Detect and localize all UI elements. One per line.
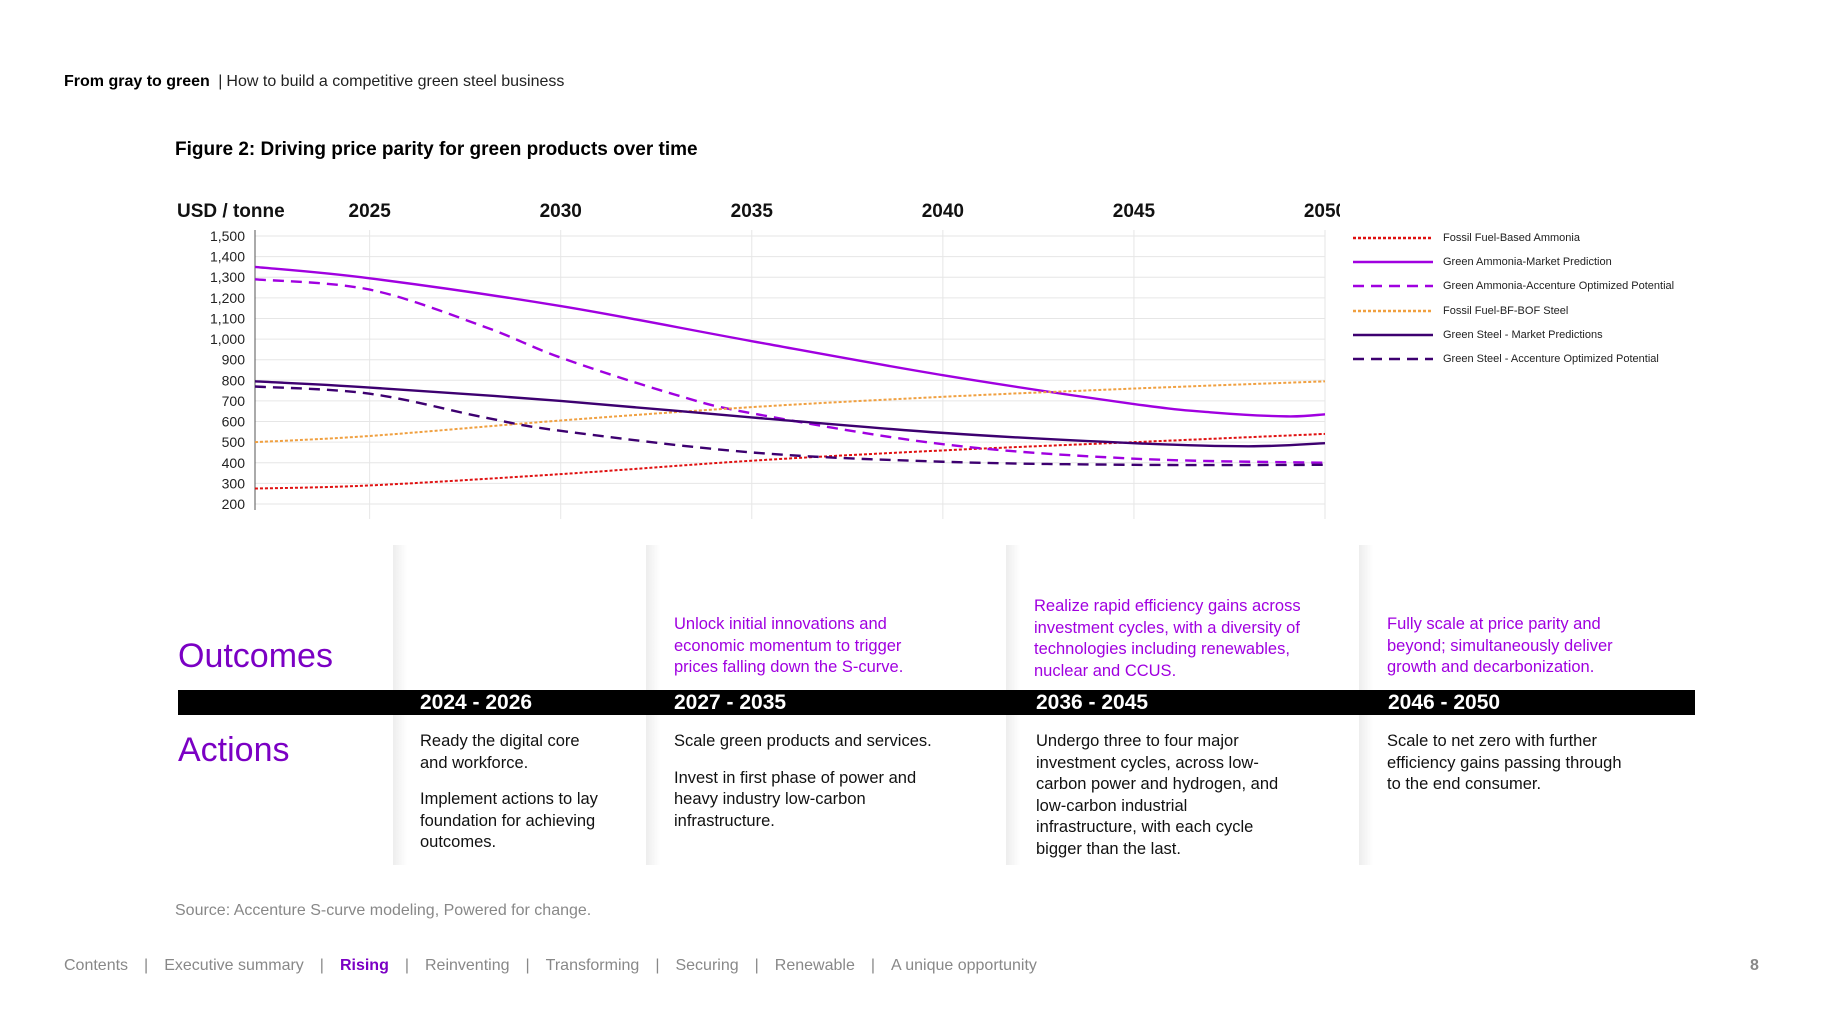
x-tick-label: 2030 — [540, 201, 582, 222]
series-line-1 — [254, 265, 1326, 418]
legend-label: Green Steel - Accenture Optimized Potent… — [1443, 353, 1659, 366]
legend-item: Green Ammonia-Accenture Optimized Potent… — [1353, 274, 1674, 298]
y-tick-label: 1,100 — [210, 310, 245, 326]
header-subtitle: How to build a competitive green steel b… — [226, 73, 565, 90]
nav-separator: | — [655, 957, 660, 974]
y-tick-label: 1,300 — [210, 269, 245, 285]
x-tick-label: 2035 — [731, 201, 774, 222]
series-line-3 — [254, 380, 1326, 444]
header: From gray to green | How to build a compe… — [64, 73, 564, 91]
legend-label: Fossil Fuel-Based Ammonia — [1443, 232, 1580, 245]
nav-rising[interactable]: Rising — [339, 957, 389, 974]
page-number: 8 — [1750, 957, 1759, 974]
series-line-4 — [254, 380, 1326, 448]
action-item: Undergo three to four major investment c… — [1036, 732, 1279, 858]
nav-separator: | — [754, 957, 759, 974]
series-line-2 — [254, 278, 1326, 464]
legend-item: Green Steel - Market Predictions — [1353, 323, 1674, 347]
y-tick-label: 600 — [222, 414, 246, 430]
legend-label: Green Ammonia-Accenture Optimized Potent… — [1443, 280, 1675, 293]
action-item: Scale green products and services. — [674, 732, 932, 750]
actions-column: Undergo three to four major investment c… — [1036, 731, 1286, 875]
y-tick-label: 900 — [222, 352, 246, 368]
nav-separator: | — [525, 957, 530, 974]
legend-swatch — [1353, 357, 1433, 361]
nav-reinventing[interactable]: Reinventing — [425, 957, 510, 974]
y-tick-label: 400 — [222, 455, 246, 471]
period-label: 2027 - 2035 — [674, 691, 787, 714]
legend-item: Fossil Fuel-BF-BOF Steel — [1353, 299, 1674, 323]
timeline-bar — [178, 690, 1695, 715]
nav-contents[interactable]: Contents — [64, 957, 129, 974]
y-tick-label: 200 — [222, 496, 246, 512]
action-item: Ready the digital core and workforce. — [420, 732, 580, 772]
footer-nav: Contents | Executive summary | Rising | Reinve… — [64, 957, 1037, 975]
figure-title: Figure 2: Driving price parity for green… — [175, 139, 698, 160]
period-label: 2024 - 2026 — [420, 691, 533, 714]
actions-column: Scale green products and services. Inves… — [674, 731, 944, 847]
source-note: Source: Accenture S-curve modeling, Powe… — [175, 902, 592, 919]
header-title: From gray to green — [64, 73, 210, 90]
nav-separator: | — [144, 957, 149, 974]
header-separator: | — [218, 73, 223, 90]
y-tick-label: 700 — [222, 393, 246, 409]
y-axis-label: USD / tonne — [177, 201, 285, 222]
nav-separator: | — [870, 957, 875, 974]
legend-label: Green Steel - Market Predictions — [1443, 328, 1603, 341]
action-item: Implement actions to lay foundation for … — [420, 790, 598, 851]
y-tick-label: 800 — [222, 372, 246, 388]
action-item: Scale to net zero with further efficienc… — [1387, 732, 1622, 793]
outcome-text: Fully scale at price parity and beyond; … — [1387, 615, 1613, 676]
nav-separator: | — [319, 957, 324, 974]
action-item: Invest in first phase of power and heavy… — [674, 768, 917, 830]
y-tick-label: 300 — [222, 475, 246, 491]
nav-transforming[interactable]: Transforming — [545, 957, 640, 974]
y-tick-label: 1,200 — [210, 290, 245, 306]
outcome-text: Realize rapid efficiency gains across in… — [1034, 597, 1301, 680]
legend-swatch — [1353, 285, 1433, 288]
actions-label: Actions — [178, 731, 290, 769]
legend-label: Green Ammonia-Market Prediction — [1443, 256, 1612, 269]
nav-renewable[interactable]: Renewable — [774, 957, 855, 974]
legend-swatch — [1353, 333, 1433, 337]
actions-column: Ready the digital core and workforce. Im… — [420, 731, 600, 869]
legend-label: Fossil Fuel-BF-BOF Steel — [1443, 304, 1569, 317]
series-line-5 — [254, 385, 1326, 467]
nav-securing[interactable]: Securing — [675, 957, 739, 974]
legend-item: Fossil Fuel-Based Ammonia — [1353, 226, 1674, 250]
legend-item: Green Ammonia-Market Prediction — [1353, 250, 1674, 274]
y-tick-label: 1,500 — [210, 228, 245, 244]
actions-column: Scale to net zero with further efficienc… — [1387, 731, 1627, 811]
chart-legend: Fossil Fuel-Based Ammonia Green Ammonia-M… — [1353, 226, 1674, 371]
legend-swatch — [1353, 261, 1433, 264]
period-label: 2046 - 2050 — [1388, 691, 1501, 714]
legend-item: Green Steel - Accenture Optimized Potent… — [1353, 347, 1674, 371]
legend-swatch — [1353, 236, 1433, 240]
x-tick-label: 2040 — [922, 201, 964, 222]
nav-executive-summary[interactable]: Executive summary — [164, 957, 304, 974]
y-tick-label: 500 — [222, 434, 246, 450]
outcomes-label: Outcomes — [178, 637, 333, 675]
outcome-text: Unlock initial innovations and economic … — [674, 615, 904, 676]
x-tick-label: 2025 — [349, 201, 392, 222]
y-tick-label: 1,000 — [210, 331, 245, 347]
x-tick-label: 2050 — [1304, 201, 1340, 222]
legend-swatch — [1353, 309, 1433, 312]
y-tick-label: 1,400 — [210, 249, 245, 265]
period-label: 2036 - 2045 — [1036, 691, 1149, 714]
nav-a-unique-opportunity[interactable]: A unique opportunity — [891, 957, 1037, 974]
nav-separator: | — [404, 957, 409, 974]
x-tick-label: 2045 — [1113, 201, 1156, 222]
price-parity-chart: 1,500 1,400 1,300 1,200 1,100 1,000 900 800 700 6… — [177, 201, 1340, 519]
